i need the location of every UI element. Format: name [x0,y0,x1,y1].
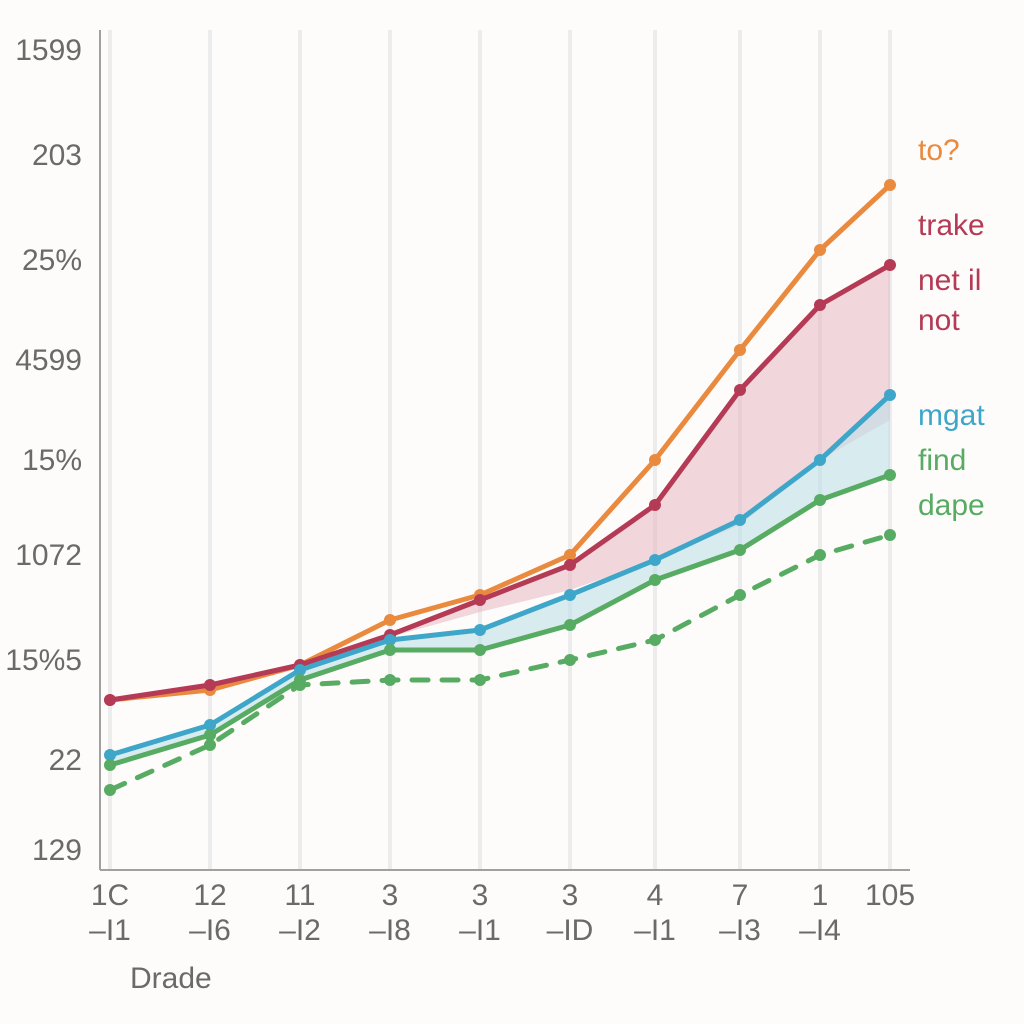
series-marker-trake [474,594,486,606]
y-tick-label: 25% [22,244,82,277]
x-tick-label-top: 7 [732,879,749,912]
series-label-find: find [918,444,966,477]
series-marker-mgat [564,589,576,601]
y-tick-label: 15%5 [5,644,82,677]
y-tick-label: 4599 [15,344,82,377]
series-label-extra: not [918,304,960,337]
y-tick-label: 129 [32,834,82,867]
x-tick-label-top: 105 [865,879,915,912]
series-marker-mgat [474,624,486,636]
x-tick-label-top: 12 [193,879,226,912]
series-marker-trake [734,384,746,396]
series-marker-dape [294,679,306,691]
series-marker-find [384,644,396,656]
series-marker-find [884,469,896,481]
series-marker-mgat [649,554,661,566]
series-marker-trake [884,259,896,271]
series-marker-find [649,574,661,586]
x-tick-label-top: 3 [562,879,579,912]
series-marker-dape [884,529,896,541]
series-marker-dape [564,654,576,666]
series-marker-to [814,244,826,256]
x-tick-label-top: 1 [812,879,829,912]
y-tick-label: 15% [22,444,82,477]
series-marker-dape [384,674,396,686]
series-marker-find [814,494,826,506]
series-marker-dape [649,634,661,646]
x-axis-label: Drade [130,962,212,995]
x-tick-label-bot: –I3 [719,914,761,947]
x-tick-label-bot: –I1 [459,914,501,947]
x-tick-label-top: 4 [647,879,664,912]
series-marker-trake [814,299,826,311]
y-tick-label: 1599 [15,34,82,67]
series-label-mgat: mgat [918,399,985,432]
x-tick-label-bot: –I8 [369,914,411,947]
line-chart: 159920325%459915%107215%5221291C–I112–I6… [0,0,1024,1024]
x-tick-label-bot: –I1 [634,914,676,947]
x-tick-label-bot: –I6 [189,914,231,947]
series-marker-dape [734,589,746,601]
x-tick-label-top: 3 [472,879,489,912]
chart-svg: 159920325%459915%107215%5221291C–I112–I6… [0,0,1024,1024]
y-tick-label: 22 [49,744,82,777]
series-marker-trake [104,694,116,706]
series-marker-to [384,614,396,626]
series-marker-trake [204,679,216,691]
x-tick-label-top: 11 [284,879,315,912]
x-tick-label-bot: –I1 [89,914,131,947]
x-tick-label-top: 3 [382,879,399,912]
series-marker-mgat [814,454,826,466]
x-tick-label-bot: –ID [547,914,594,947]
series-marker-find [564,619,576,631]
y-tick-label: 203 [32,139,82,172]
series-label-extra: net il [918,264,981,297]
series-marker-dape [204,739,216,751]
series-marker-find [734,544,746,556]
x-tick-label-bot: –I4 [799,914,841,947]
series-marker-dape [814,549,826,561]
series-marker-find [104,759,116,771]
series-marker-find [474,644,486,656]
x-tick-label-bot: –I2 [279,914,321,947]
series-marker-to [649,454,661,466]
series-marker-to [884,179,896,191]
series-marker-dape [104,784,116,796]
series-marker-trake [564,559,576,571]
series-label-to: to? [918,134,960,167]
series-marker-trake [649,499,661,511]
series-marker-mgat [734,514,746,526]
y-tick-label: 1072 [15,539,82,572]
series-marker-dape [474,674,486,686]
series-label-dape: dape [918,489,985,522]
series-label-trake: trake [918,209,985,242]
series-marker-to [734,344,746,356]
series-marker-mgat [884,389,896,401]
x-tick-label-top: 1C [91,879,129,912]
